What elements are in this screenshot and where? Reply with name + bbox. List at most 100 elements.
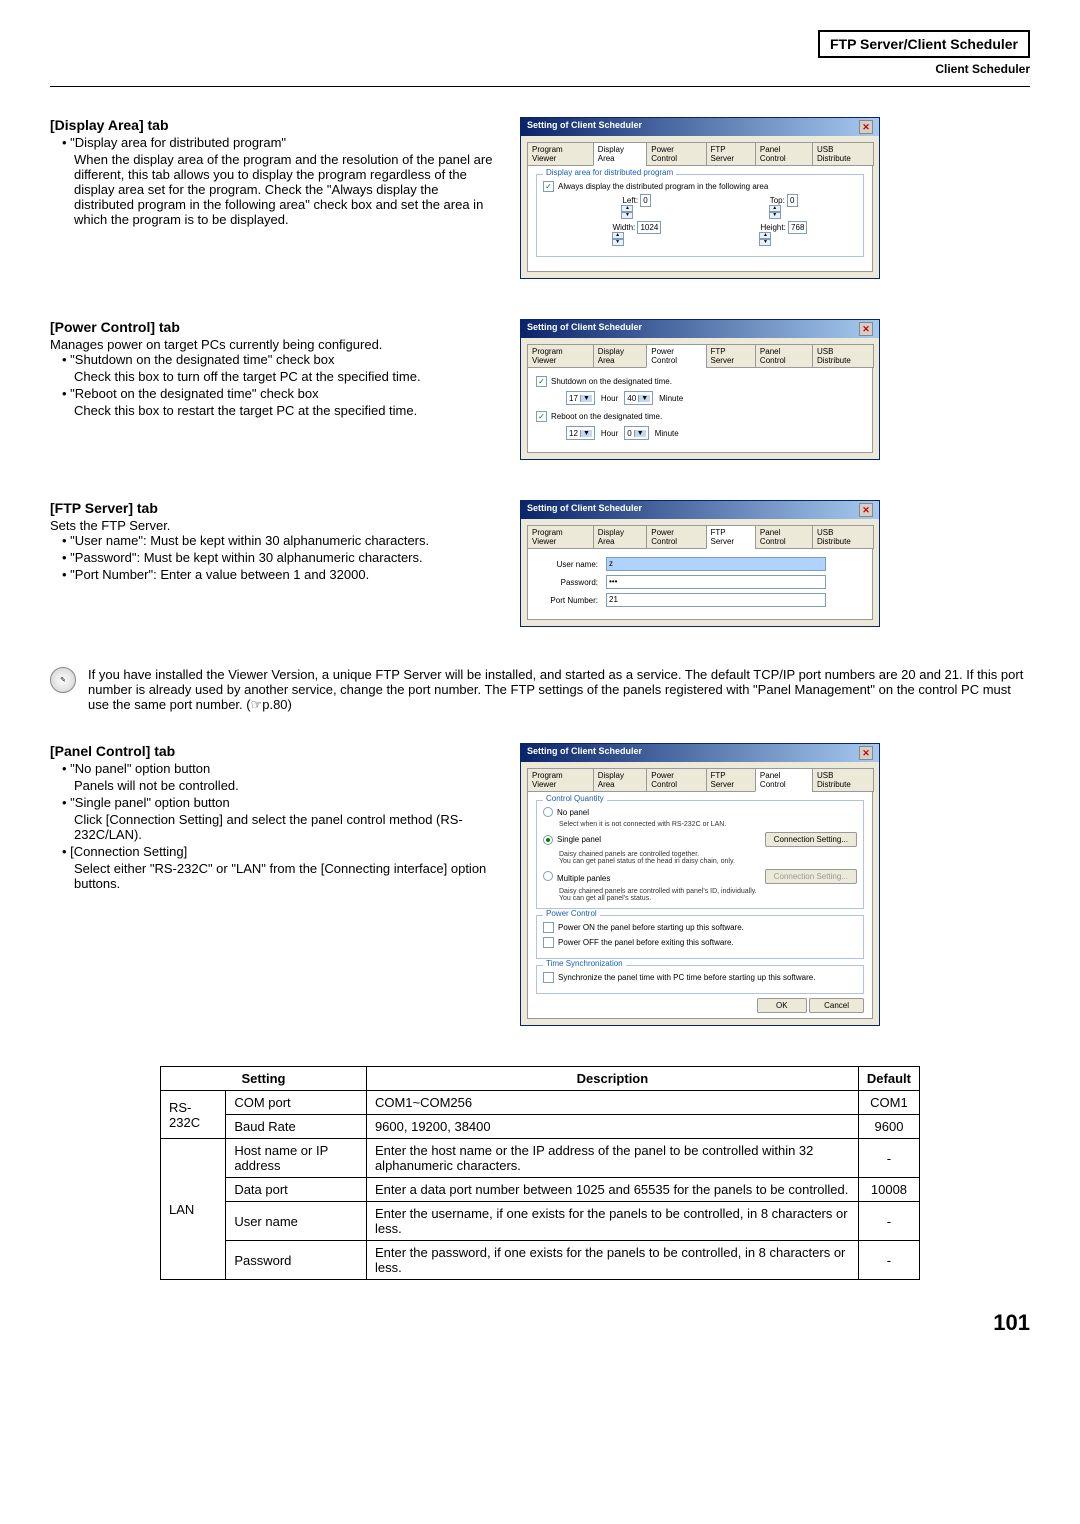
shutdown-checkbox[interactable]: ✓ [536,376,547,387]
chevron-down-icon: ▼ [634,430,646,437]
height-input[interactable]: 768 [788,221,807,234]
cell-rs232c: RS-232C [161,1091,226,1139]
cell-password-desc: Enter the password, if one exists for th… [366,1241,858,1280]
chevron-down-icon: ▼ [580,430,592,437]
cell-com-default: COM1 [858,1091,919,1115]
reboot-min-select[interactable]: 0▼ [624,426,648,440]
width-input[interactable]: 1024 [637,221,661,234]
pc-desc2: Check this box to restart the target PC … [50,403,500,418]
top-label: Top: [770,196,785,205]
cancel-button[interactable]: Cancel [809,998,864,1013]
tab-usb-distribute[interactable]: USB Distribute [812,525,874,549]
pnl-b1: • "No panel" option button [50,761,500,776]
dialog-title-text: Setting of Client Scheduler [527,746,642,760]
tab-ftp-server[interactable]: FTP Server [706,768,756,792]
power-control-intro: Manages power on target PCs currently be… [50,337,500,352]
tab-panel-control[interactable]: Panel Control [755,142,813,166]
cell-dataport: Data port [226,1178,367,1202]
ftp-intro: Sets the FTP Server. [50,518,500,533]
tab-display-area[interactable]: Display Area [593,142,648,166]
tab-panel-control[interactable]: Panel Control [755,344,813,368]
top-input[interactable]: 0 [787,194,797,207]
password-input[interactable]: ••• [606,575,826,589]
tab-display-area[interactable]: Display Area [593,344,648,368]
left-input[interactable]: 0 [640,194,650,207]
ok-button[interactable]: OK [757,998,807,1013]
tab-display-area[interactable]: Display Area [593,525,648,549]
pc-b1-text: "Shutdown on the designated time" check … [70,352,334,367]
spin-down-icon[interactable]: ▼ [621,212,633,219]
shutdown-min-select[interactable]: 40▼ [624,391,653,405]
pnl-b2: • "Single panel" option button [50,795,500,810]
connection-setting-button[interactable]: Connection Setting... [765,832,857,847]
reboot-hour-select[interactable]: 12▼ [566,426,595,440]
shutdown-min-value: 40 [627,394,636,403]
tab-program-viewer[interactable]: Program Viewer [527,525,594,549]
single-panel-radio[interactable] [543,835,553,845]
multiple-panel-radio[interactable] [543,871,553,881]
cell-lan: LAN [161,1139,226,1280]
power-off-checkbox[interactable] [543,937,554,948]
power-off-label: Power OFF the panel before exiting this … [558,938,734,947]
pc-b2-text: "Reboot on the designated time" check bo… [70,386,318,401]
spin-up-icon[interactable]: ▲ [612,232,624,239]
no-panel-radio[interactable] [543,807,553,817]
spin-down-icon[interactable]: ▼ [759,239,771,246]
always-display-checkbox[interactable]: ✓ [543,181,554,192]
spin-up-icon[interactable]: ▲ [769,205,781,212]
tab-usb-distribute[interactable]: USB Distribute [812,344,874,368]
pc-desc1: Check this box to turn off the target PC… [50,369,500,384]
tab-ftp-server[interactable]: FTP Server [706,525,756,549]
reboot-checkbox[interactable]: ✓ [536,411,547,422]
spin-up-icon[interactable]: ▲ [621,205,633,212]
username-label: User name: [536,560,606,569]
username-input[interactable]: z [606,557,826,571]
close-icon[interactable]: ✕ [859,746,873,760]
settings-table: Setting Description Default RS-232C COM … [160,1066,920,1280]
panel-control-dialog: Setting of Client Scheduler ✕ Program Vie… [520,743,880,1026]
reboot-hour-value: 12 [569,429,578,438]
tab-program-viewer[interactable]: Program Viewer [527,142,594,166]
tab-power-control[interactable]: Power Control [646,344,706,368]
spin-down-icon[interactable]: ▼ [769,212,781,219]
tab-usb-distribute[interactable]: USB Distribute [812,768,874,792]
close-icon[interactable]: ✕ [859,322,873,336]
time-sync-checkbox[interactable] [543,972,554,983]
hour-label: Hour [601,429,618,438]
power-on-checkbox[interactable] [543,922,554,933]
close-icon[interactable]: ✕ [859,120,873,134]
pnl-d3: Select either "RS-232C" or "LAN" from th… [50,861,500,891]
tab-display-area[interactable]: Display Area [593,768,648,792]
tab-power-control[interactable]: Power Control [646,525,706,549]
dialog-title-text: Setting of Client Scheduler [527,120,642,134]
shutdown-hour-select[interactable]: 17▼ [566,391,595,405]
divider [50,86,1030,87]
multiple-panel-desc: Daisy chained panels are controlled with… [543,888,857,902]
tab-program-viewer[interactable]: Program Viewer [527,344,594,368]
power-control-heading: [Power Control] tab [50,319,500,335]
ftp-note: If you have installed the Viewer Version… [88,667,1030,713]
close-icon[interactable]: ✕ [859,503,873,517]
pnl-d1: Panels will not be controlled. [50,778,500,793]
header-subtitle: Client Scheduler [935,62,1030,76]
tab-power-control[interactable]: Power Control [646,768,706,792]
spin-up-icon[interactable]: ▲ [759,232,771,239]
dialog-title-text: Setting of Client Scheduler [527,503,642,517]
control-quantity-label: Control Quantity [543,794,607,803]
th-description: Description [366,1067,858,1091]
port-input[interactable]: 21 [606,593,826,607]
pnl-d2: Click [Connection Setting] and select th… [50,812,500,842]
pc-bullet2: • "Reboot on the designated time" check … [50,386,500,401]
tab-ftp-server[interactable]: FTP Server [706,344,756,368]
ftp-b3-text: "Port Number": Enter a value between 1 a… [70,567,369,582]
ftp-b1-text: "User name": Must be kept within 30 alph… [70,533,429,548]
tab-panel-control[interactable]: Panel Control [755,525,813,549]
tab-ftp-server[interactable]: FTP Server [706,142,756,166]
tab-panel-control[interactable]: Panel Control [755,768,813,792]
tab-power-control[interactable]: Power Control [646,142,706,166]
tab-program-viewer[interactable]: Program Viewer [527,768,594,792]
time-sync-label: Synchronize the panel time with PC time … [558,973,815,982]
tab-usb-distribute[interactable]: USB Distribute [812,142,874,166]
multiple-panel-label: Multiple panles [557,874,610,883]
spin-down-icon[interactable]: ▼ [612,239,624,246]
